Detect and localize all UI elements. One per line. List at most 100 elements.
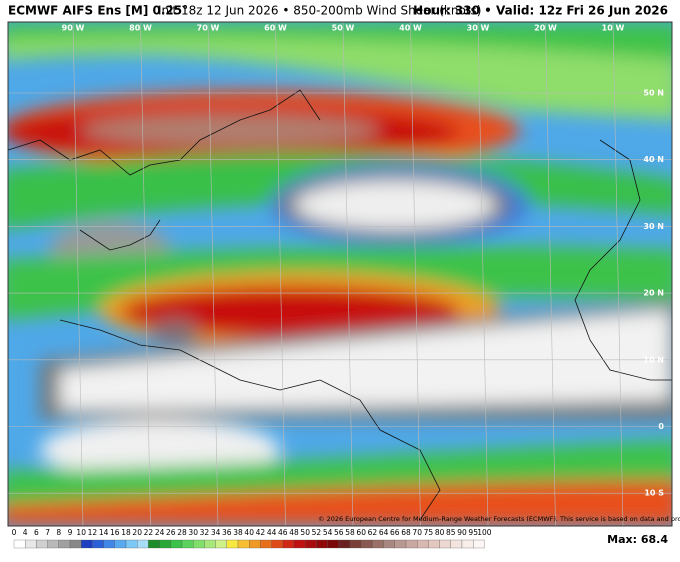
colorbar-label: 62 [368, 528, 378, 537]
colorbar-label: 66 [390, 528, 400, 537]
colorbar-swatch [305, 539, 317, 549]
valid-time: Hour: 330 • Valid: 12z Fri 26 Jun 2026 [413, 4, 668, 18]
colorbar-label: 95 [468, 528, 478, 537]
colorbar-label: 90 [457, 528, 467, 537]
colorbar-swatch [81, 539, 93, 549]
colorbar-label: 60 [356, 528, 366, 537]
colorbar-swatch [383, 539, 395, 549]
lon-label: 40 W [399, 24, 422, 33]
colorbar-label: 20 [132, 528, 142, 537]
colorbar-label: 75 [424, 528, 434, 537]
lon-label: 90 W [62, 24, 85, 33]
shear-field [8, 22, 672, 526]
colorbar-label: 32 [200, 528, 210, 537]
colorbar-label: 64 [379, 528, 389, 537]
colorbar-label: 30 [188, 528, 198, 537]
colorbar-swatch [25, 539, 37, 549]
lon-label: 30 W [467, 24, 490, 33]
colorbar-swatch [394, 539, 407, 549]
colorbar-label: 24 [155, 528, 165, 537]
colorbar-swatch [92, 539, 104, 549]
colorbar-swatch [13, 539, 26, 549]
colorbar-swatch [282, 539, 295, 549]
colorbar-swatch [170, 539, 183, 549]
colorbar-swatch [316, 539, 328, 549]
colorbar-swatch [405, 539, 418, 549]
colorbar-label: 18 [121, 528, 131, 537]
colorbar-label: 46 [278, 528, 288, 537]
colorbar-label: 68 [401, 528, 411, 537]
colorbar-swatch [193, 539, 205, 549]
colorbar-swatch [349, 539, 362, 549]
colorbar-label: 42 [256, 528, 266, 537]
colorbar-swatch [69, 539, 82, 549]
colorbar-swatch [226, 539, 239, 549]
colorbar-label: 38 [233, 528, 243, 537]
coastlines [8, 89, 672, 521]
colorbar-swatch [293, 539, 306, 549]
lon-label: 50 W [332, 24, 355, 33]
colorbar-swatch [417, 539, 429, 549]
colorbar-label: 36 [222, 528, 232, 537]
colorbar-swatch [159, 539, 171, 549]
colorbar-label: 9 [68, 528, 73, 537]
meridian [612, 22, 624, 526]
colorbar-label: 80 [435, 528, 445, 537]
lon-label: 20 W [534, 24, 557, 33]
lat-label: 40 N [643, 155, 664, 164]
colorbar-label: 50 [300, 528, 310, 537]
lon-label: 10 W [602, 24, 625, 33]
colorbar-swatch [125, 539, 138, 549]
graticule [8, 22, 672, 526]
colorbar-label: 7 [45, 528, 50, 537]
colorbar-label: 8 [56, 528, 61, 537]
lat-label: 0 [658, 422, 664, 431]
colorbar-label: 44 [267, 528, 277, 537]
lat-label: 30 N [643, 222, 664, 231]
colorbar-label: 48 [289, 528, 299, 537]
colorbar-label: 6 [34, 528, 39, 537]
lon-label: 70 W [197, 24, 220, 33]
credit: © 2026 European Centre for Medium-Range … [318, 515, 680, 523]
colorbar-label: 40 [244, 528, 254, 537]
meridian [72, 22, 84, 526]
colorbar-swatch [58, 539, 71, 549]
colorbar-swatch [271, 539, 283, 549]
colorbar-label: 22 [144, 528, 154, 537]
meridian [275, 22, 286, 526]
colorbar-swatch [461, 539, 474, 549]
colorbar-label: 54 [323, 528, 333, 537]
colorbar-swatch [181, 539, 194, 549]
colorbar-swatch [260, 539, 272, 549]
meridian [545, 22, 556, 526]
colorbar-swatch [215, 539, 227, 549]
colorbar-swatch [473, 539, 485, 549]
map-frame [7, 21, 673, 527]
colorbar-swatch [204, 539, 216, 549]
meridian [207, 22, 219, 526]
meridian [477, 22, 489, 526]
colorbar-swatch [36, 539, 48, 549]
colorbar-swatch [327, 539, 339, 549]
colorbar-label: 28 [177, 528, 187, 537]
colorbar-swatch [450, 539, 463, 549]
colorbar-label: 14 [99, 528, 109, 537]
meridian [342, 22, 354, 526]
colorbar-swatch [439, 539, 451, 549]
meridian [140, 22, 151, 526]
colorbar-swatch [249, 539, 261, 549]
colorbar-label: 100 [477, 528, 492, 537]
colorbar-label: 85 [446, 528, 456, 537]
colorbar-label: 0 [12, 528, 17, 537]
colorbar-swatch [148, 539, 160, 549]
subtitle: Init 18z 12 Jun 2026 • 850-200mb Wind Sh… [158, 4, 481, 18]
colorbar-label: 58 [345, 528, 355, 537]
colorbar-label: 10 [76, 528, 86, 537]
lon-label: 60 W [264, 24, 287, 33]
lat-label: 50 N [643, 89, 664, 98]
lat-label: 10 N [643, 355, 664, 364]
colorbar-label: 56 [334, 528, 344, 537]
colorbar-label: 70 [412, 528, 422, 537]
title: ECMWF AIFS Ens [M] 0.25° [8, 4, 188, 18]
